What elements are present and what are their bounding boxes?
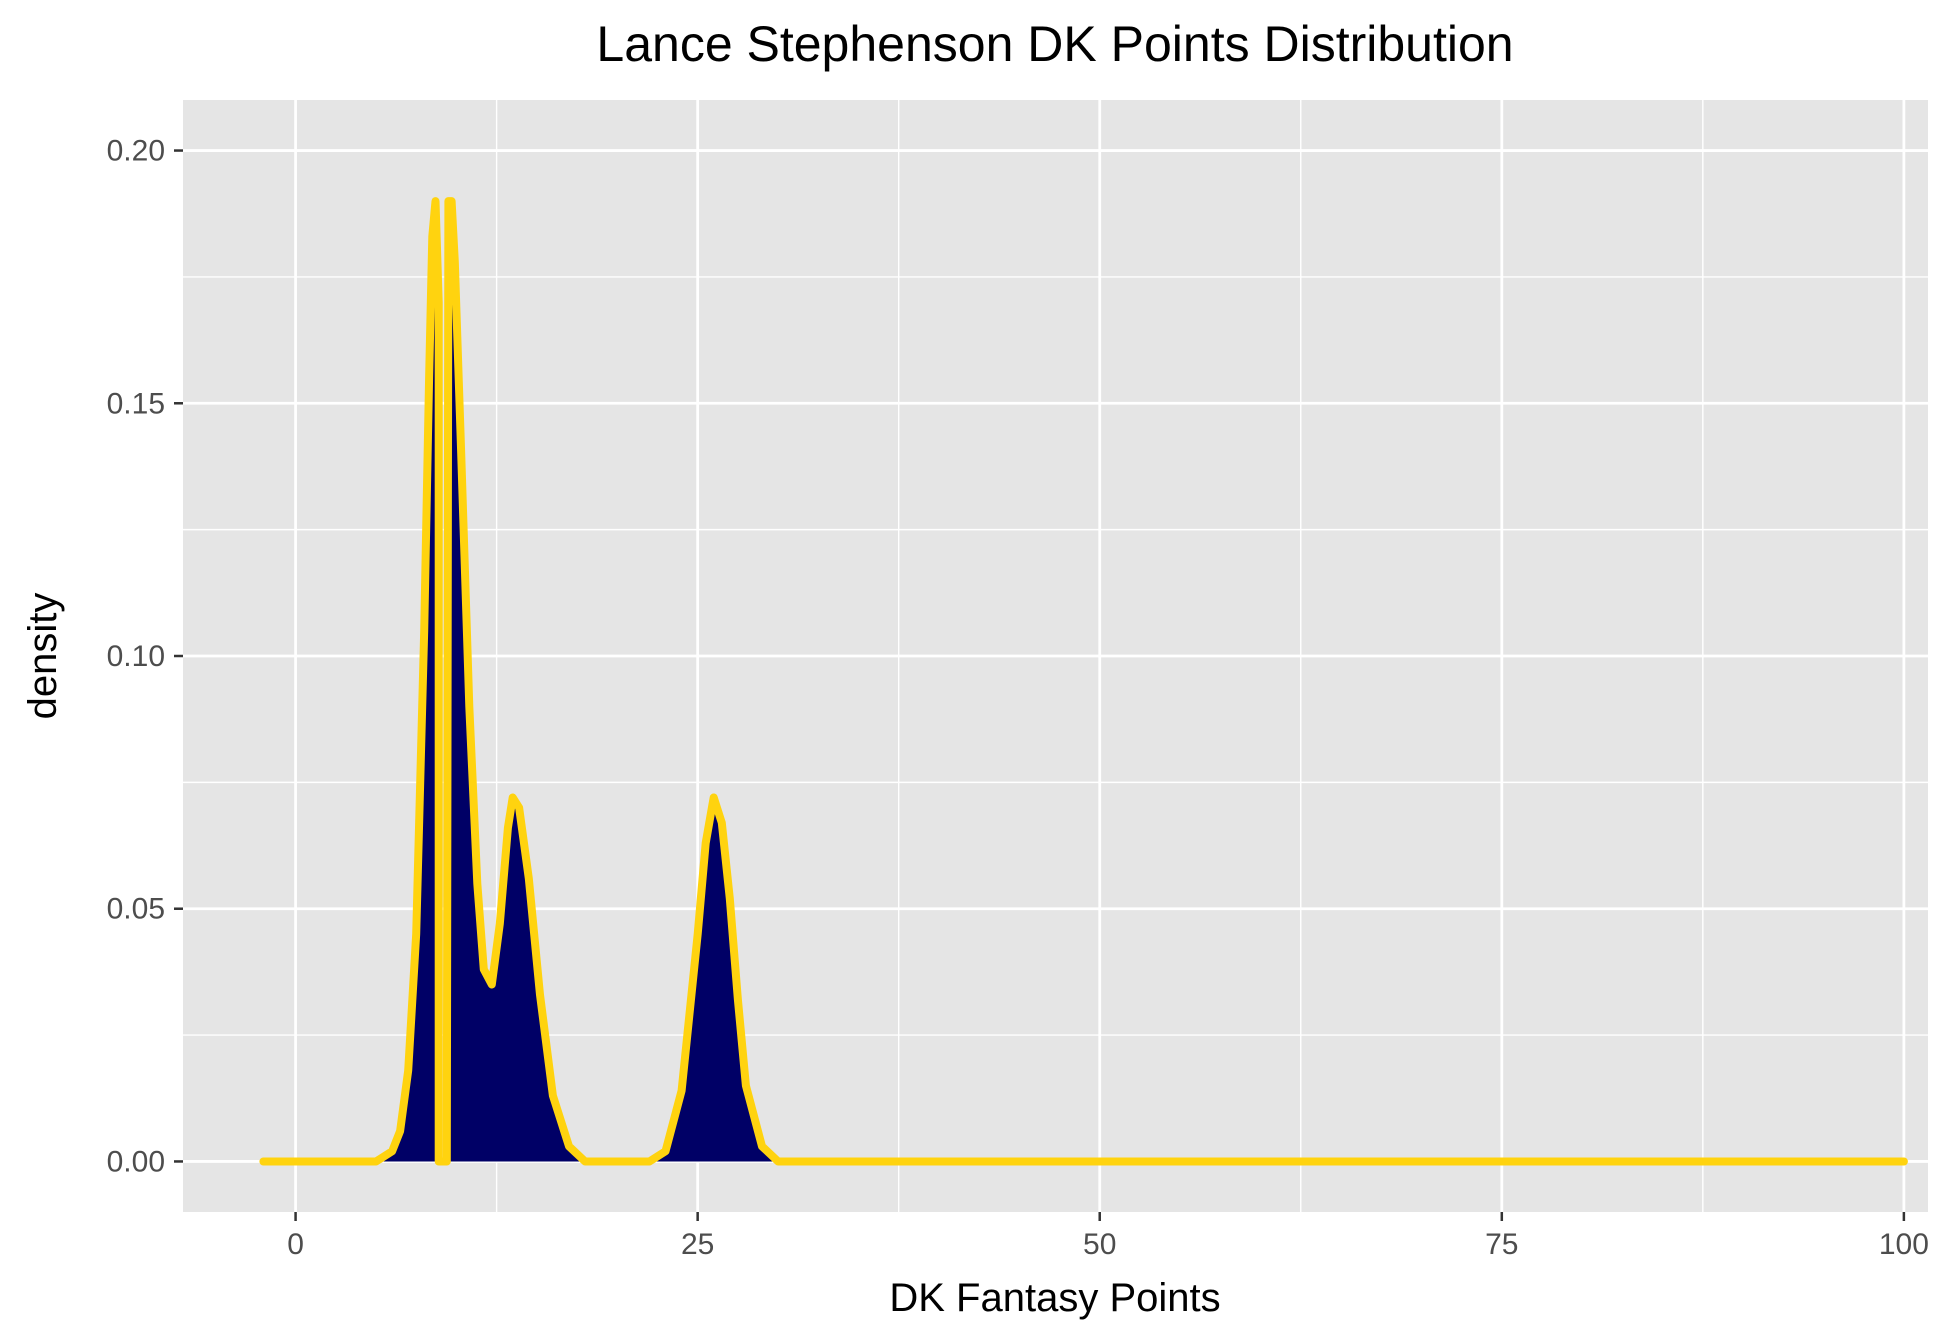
y-tick-label: 0.05 bbox=[107, 893, 165, 926]
x-tick-label: 25 bbox=[681, 1228, 714, 1261]
y-tick-label: 0.20 bbox=[107, 135, 165, 168]
x-tick-label: 75 bbox=[1485, 1228, 1518, 1261]
chart-title: Lance Stephenson DK Points Distribution bbox=[596, 16, 1513, 72]
x-tick-label: 0 bbox=[287, 1228, 304, 1261]
x-axis-title: DK Fantasy Points bbox=[889, 1276, 1220, 1320]
y-tick-label: 0.15 bbox=[107, 387, 165, 420]
x-tick-label: 100 bbox=[1879, 1228, 1929, 1261]
density-curve-line bbox=[259, 197, 1908, 1166]
x-axis-ticks: 0 25 50 75 100 bbox=[287, 1212, 1929, 1261]
density-area-fill bbox=[263, 201, 1904, 1162]
y-axis-title: density bbox=[21, 593, 65, 720]
y-axis-ticks: 0.00 0.05 0.10 0.15 0.20 bbox=[107, 135, 183, 1178]
y-tick-label: 0.10 bbox=[107, 640, 165, 673]
y-tick-label: 0.00 bbox=[107, 1145, 165, 1178]
x-tick-label: 50 bbox=[1083, 1228, 1116, 1261]
